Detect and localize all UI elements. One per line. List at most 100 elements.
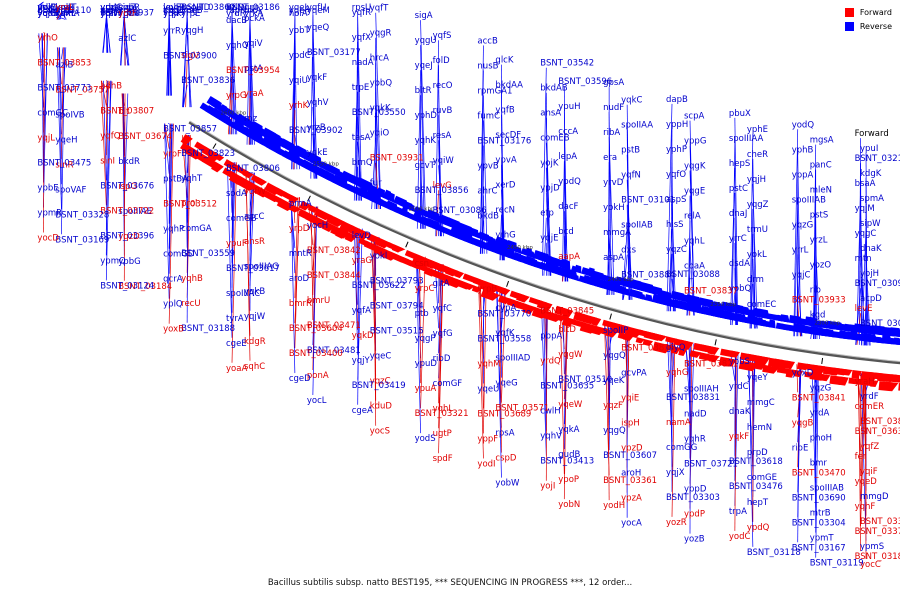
gene-label: comGD: [163, 250, 195, 260]
gene-label: ansA: [540, 109, 561, 119]
label-connector: [416, 70, 421, 229]
gene-label: yqeQ: [307, 23, 330, 33]
gene-label: gudB: [558, 450, 580, 460]
forward-gene-arrow: [842, 368, 853, 376]
reverse-gene-arrow: [399, 206, 408, 217]
gene-label: yobQ: [370, 79, 393, 89]
gene-label: trpA: [729, 507, 747, 517]
gene-label: yqeY: [747, 373, 769, 383]
axis-tick-label: 2500 kbp: [409, 207, 435, 213]
gene-label: BSNT_03836: [181, 76, 235, 86]
gene-label: yqkC: [621, 96, 642, 106]
axis-tick-label: 2600 kbp: [221, 110, 247, 116]
forward-gene-arrow: [255, 176, 268, 186]
forward-gene-arrow: [536, 299, 547, 309]
label-connector: [168, 123, 172, 249]
label-connector: [734, 353, 737, 531]
gene-label: BSNT_03321: [415, 409, 469, 419]
gene-label: drm: [747, 275, 764, 285]
gene-label: spoIIP: [603, 326, 628, 336]
gene-label: BSNT_03183: [855, 552, 900, 562]
gene-label: ansR: [244, 237, 265, 247]
gene-label: cccA: [558, 127, 578, 137]
label-connector: [607, 322, 610, 501]
label-connector: [102, 17, 107, 53]
gene-label: yqfN: [100, 6, 120, 16]
gene-label: yoxD: [792, 368, 814, 378]
gene-label: yrrL: [792, 245, 809, 255]
forward-gene-arrow: [374, 236, 392, 249]
reverse-gene-arrow: [223, 107, 234, 119]
gene-label: yoxB: [163, 325, 184, 335]
legend-reverse-label: Reverse: [859, 22, 892, 31]
gene-label: yrhK: [289, 101, 309, 111]
gene-label: czcD: [163, 6, 184, 16]
gene-label: BSNT_03884: [621, 271, 675, 281]
gene-label: BSNT_03350: [860, 517, 900, 527]
forward-gene-arrow: [211, 161, 224, 173]
gene-label: yqkF: [307, 73, 327, 83]
label-connector: [478, 281, 484, 459]
reverse-gene-arrow: [768, 319, 776, 329]
reverse-gene-arrow: [894, 330, 900, 337]
gene-label: BSNT_03690: [792, 493, 846, 503]
forward-gene-arrow: [522, 303, 536, 315]
label-connector: [357, 228, 360, 305]
label-connector: [815, 366, 819, 558]
reverse-gene-arrow: [893, 337, 900, 345]
gene-label: BSNT_03303: [666, 493, 720, 503]
gene-label: dnaK: [729, 407, 751, 417]
label-connector: [496, 288, 502, 478]
axis-ticks: 2600 kbp 2550 kbp 2500 kbp 2450 kbp 2400 kbp…: [212, 110, 841, 365]
gene-label: yrhO: [37, 34, 58, 44]
gene-label: relA: [684, 212, 701, 222]
label-connector: [294, 197, 299, 299]
gene-label: ypzD: [621, 444, 643, 454]
gene-label: BSNT_03722: [100, 206, 154, 216]
gene-label: pstS: [810, 211, 829, 221]
gene-label: yraG: [352, 256, 372, 266]
gene-label: ribE: [792, 443, 809, 453]
label-connector: [56, 11, 62, 20]
reverse-gene-arrow: [574, 264, 582, 274]
gene-label: levE: [855, 304, 873, 314]
gene-label: bkdAA: [495, 81, 523, 91]
gene-label: glyQ: [666, 343, 686, 353]
reverse-gene-arrow: [463, 234, 473, 245]
gene-label: BSNT_03937: [100, 8, 154, 18]
gene-label: yodH: [603, 501, 625, 511]
gene-label: yrdA: [810, 409, 830, 419]
axis-tick-label: 2300 kbp: [814, 320, 840, 326]
gene-label: yozB: [684, 535, 705, 545]
gene-label: levF: [163, 3, 181, 13]
gene-label: BSNT_03622: [352, 281, 406, 291]
gene-label: azlB: [55, 60, 73, 70]
forward-gene-arrow: [561, 316, 576, 327]
gene-label: BSNT_03101: [621, 196, 675, 206]
gene-label: mtrB: [810, 509, 831, 519]
gene-label: yrvO: [37, 3, 58, 13]
gene-label: pstA: [244, 64, 263, 74]
gene-label: ypmR: [37, 209, 62, 219]
gene-label: BSNT_03770: [477, 309, 531, 319]
forward-gene-arrow: [885, 381, 894, 389]
gene-label: recN: [495, 206, 515, 216]
axis-tick: [714, 339, 717, 346]
gene-label: yqhV: [540, 432, 562, 442]
gene-label: yqzG: [792, 220, 813, 230]
gene-label: accB: [477, 36, 498, 46]
label-connector: [354, 228, 359, 355]
gene-label: yppG: [684, 137, 706, 147]
gene-label: yocA: [621, 519, 642, 529]
forward-gene-arrow: [726, 358, 737, 367]
gene-label: BSNT_03169: [55, 235, 109, 245]
label-connector: [164, 123, 170, 174]
gene-label: bmrR: [289, 299, 312, 309]
label-connector: [813, 144, 817, 339]
label-connector: [689, 343, 691, 534]
gene-label: aspA: [603, 253, 624, 263]
gene-label: yodQ: [792, 120, 815, 130]
label-connector: [374, 237, 377, 401]
forward-gene-arrow: [344, 232, 358, 243]
label-connector: [168, 123, 171, 224]
